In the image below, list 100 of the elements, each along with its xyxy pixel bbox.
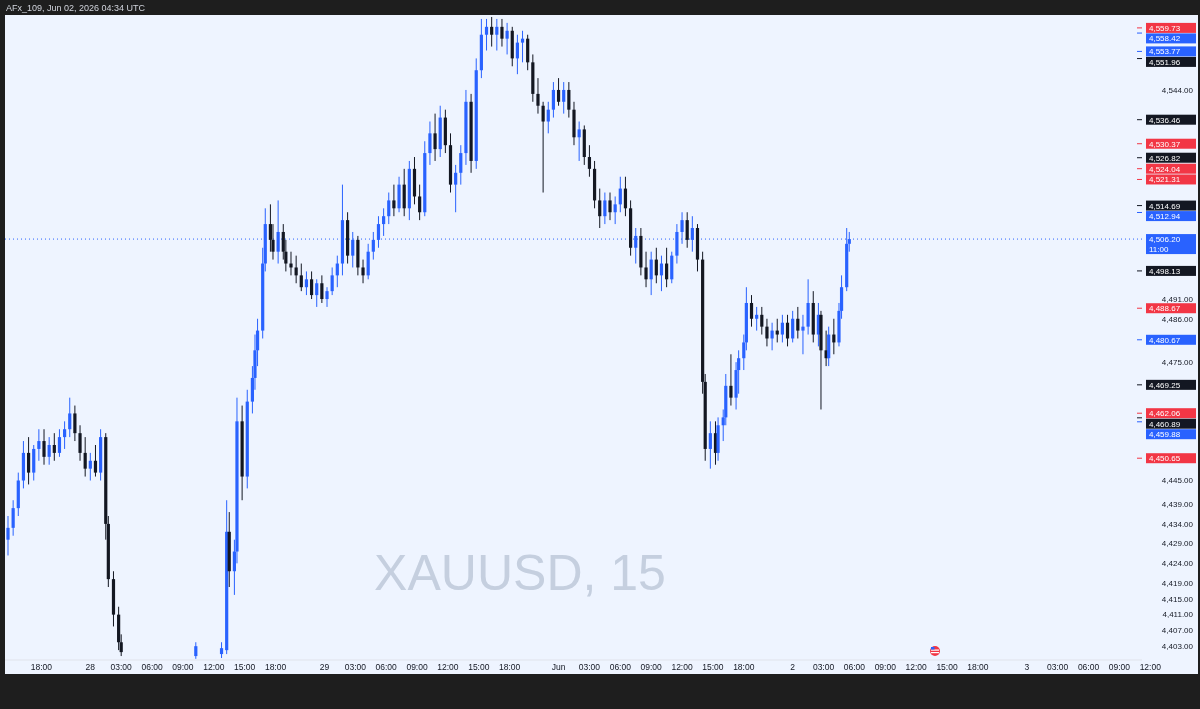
ref-line-label: 4,488.67 [1149, 304, 1181, 314]
candlestick [83, 436, 87, 478]
candlestick [304, 270, 309, 296]
y-tick-label: 4,445.00 [1161, 476, 1194, 486]
candlestick [294, 255, 298, 284]
x-tick-label: 18:00 [499, 662, 521, 672]
x-tick-label: 12:00 [203, 662, 225, 672]
ref-line-label: 4,559.73 [1149, 23, 1181, 33]
ref-line-label: 4,460.89 [1149, 419, 1181, 429]
x-tick-label: 09:00 [874, 662, 897, 672]
x-tick-label: 09:00 [172, 662, 194, 672]
y-tick-label: 4,439.00 [1161, 499, 1194, 509]
x-tick-label: 06:00 [141, 662, 163, 672]
ref-line-label: 4,514.69 [1149, 201, 1181, 211]
candlestick [685, 211, 689, 249]
candlestick [402, 168, 406, 217]
candlestick [801, 314, 805, 355]
candlestick [490, 16, 494, 48]
x-tick-label: 09:00 [1108, 662, 1131, 672]
candlestick [505, 22, 509, 55]
ref-line-label: 4,530.37 [1149, 139, 1181, 149]
x-tick-label: 18:00 [264, 662, 287, 672]
candlestick [806, 278, 810, 336]
candlestick [623, 176, 628, 217]
candlestick [567, 81, 571, 119]
ref-line-label: 4,480.67 [1149, 335, 1181, 345]
candlestick [760, 306, 764, 336]
ref-line-label: 4,553.77 [1149, 47, 1181, 57]
x-tick-label: 03:00 [578, 662, 601, 672]
x-tick-label: 12:00 [671, 662, 693, 672]
candlestick [289, 251, 293, 276]
candlestick [587, 144, 592, 178]
candlestick [63, 420, 67, 450]
candlestick [57, 428, 62, 458]
candlestick [428, 121, 432, 166]
candlestick [770, 322, 774, 351]
ref-line-label: 4,512.94 [1149, 212, 1181, 222]
candlestick [780, 314, 784, 343]
candlestick [78, 424, 82, 462]
x-tick-label: 06:00 [1077, 662, 1100, 672]
x-tick-label: 3 [1024, 662, 1030, 672]
x-tick-label: 2 [790, 662, 796, 672]
candlestick [775, 318, 779, 343]
y-tick-label: 4,491.00 [1161, 294, 1194, 304]
candlestick [382, 207, 386, 237]
ref-line-label: 4,558.42 [1149, 34, 1181, 44]
candlestick [32, 444, 36, 481]
candlestick [827, 326, 831, 367]
x-tick-label: 09:00 [640, 662, 663, 672]
candlestick [785, 314, 790, 347]
candlestick [556, 77, 561, 107]
x-tick-label: 28 [85, 662, 96, 672]
x-tick-label: 03:00 [1047, 662, 1069, 672]
candlestick [42, 428, 46, 466]
candlestick [765, 318, 769, 347]
x-tick-label: 06:00 [375, 662, 398, 672]
ref-line-label: 4,469.25 [1149, 380, 1181, 390]
candlestick [361, 259, 365, 284]
candlestick [387, 192, 391, 225]
candlestick [598, 188, 602, 229]
x-tick-label: 18:00 [967, 662, 989, 672]
x-tick-label: Jun [551, 662, 566, 672]
y-tick-label: 4,424.00 [1161, 559, 1194, 569]
candlestick [26, 436, 31, 485]
candlestick [6, 515, 10, 556]
candlestick [47, 436, 51, 466]
x-tick-label: 09:00 [406, 662, 428, 672]
x-tick-label: 15:00 [702, 662, 724, 672]
candlestick [37, 428, 41, 462]
y-tick-label: 4,434.00 [1161, 519, 1194, 529]
x-tick-label: 06:00 [843, 662, 866, 672]
candlestick [520, 30, 525, 63]
x-tick-label: 06:00 [609, 662, 632, 672]
candlestick [526, 34, 530, 71]
candlestick [680, 211, 684, 245]
candlestick [73, 405, 77, 442]
y-tick-label: 4,419.00 [1161, 578, 1194, 588]
candlestick [11, 499, 15, 537]
candlestick [796, 306, 800, 339]
y-tick-label: 4,486.00 [1161, 314, 1194, 324]
candlestick [325, 286, 329, 308]
candlestick [670, 251, 674, 284]
candlestick [309, 270, 314, 300]
candlestick [500, 18, 504, 48]
ref-line-label: 4,524.04 [1149, 164, 1181, 174]
ref-line-label: 4,551.96 [1149, 57, 1181, 67]
candlestick [515, 34, 519, 75]
ref-line-label: 4,506.20 11:00 [1149, 235, 1181, 255]
candlestick [68, 397, 72, 438]
candlestick [608, 192, 612, 221]
x-tick-label: 03:00 [812, 662, 835, 672]
x-tick-label: 03:00 [344, 662, 367, 672]
y-tick-label: 4,544.00 [1161, 85, 1194, 95]
ref-line-label: 4,459.88 [1149, 430, 1181, 440]
candlestick [454, 164, 458, 213]
candlestick [330, 266, 334, 296]
candlestick [315, 278, 319, 308]
candlestick [577, 121, 581, 162]
candlestick [665, 247, 669, 288]
x-tick-label: 15:00 [936, 662, 958, 672]
